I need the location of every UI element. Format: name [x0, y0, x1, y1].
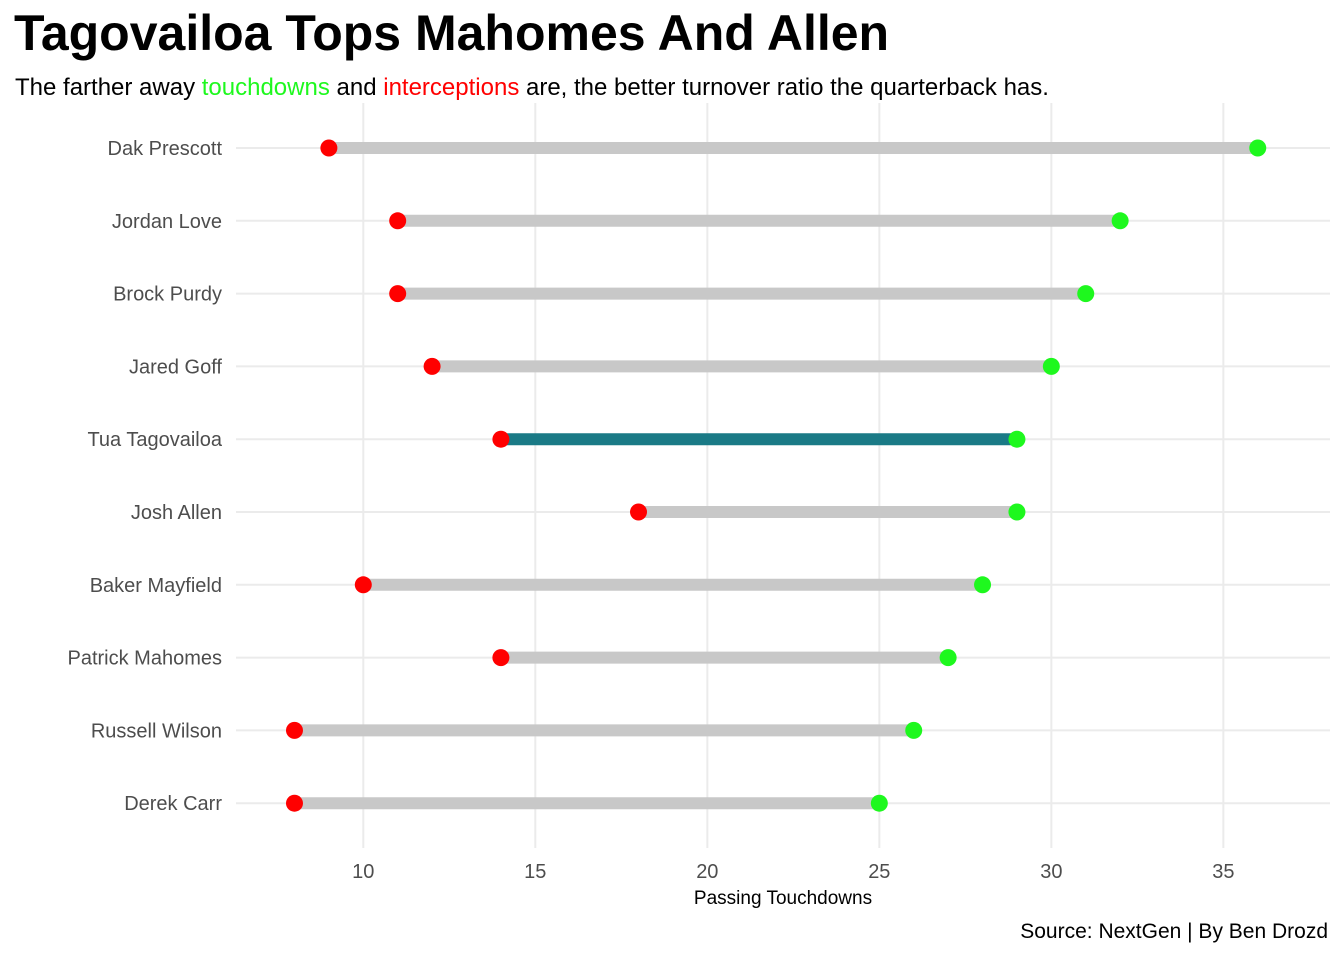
touchdown-point: [1008, 430, 1026, 448]
interception-point: [354, 576, 372, 594]
interception-point: [285, 721, 303, 739]
touchdown-point: [974, 576, 992, 594]
interception-point: [492, 430, 510, 448]
subtitle-part: touchdowns: [201, 74, 330, 101]
x-axis-title: Passing Touchdowns: [694, 888, 872, 909]
interception-point: [630, 503, 648, 521]
y-tick-label: Baker Mayfield: [90, 575, 222, 597]
y-tick-label: Patrick Mahomes: [68, 648, 223, 670]
interception-point: [492, 649, 510, 667]
subtitle-part: interceptions: [383, 74, 520, 101]
interception-point: [423, 357, 441, 375]
touchdown-point: [905, 721, 923, 739]
y-tick-labels: Dak Prescott Jordan Love Brock Purdy Jared …: [68, 138, 223, 815]
touchdown-point: [1008, 503, 1026, 521]
x-tick-label: 10: [352, 861, 374, 883]
interception-point: [320, 139, 338, 157]
y-tick-label: Brock Purdy: [113, 284, 222, 306]
subtitle-part: The farther away: [15, 74, 202, 101]
x-tick-labels: 10 15 20 25 30 35: [352, 861, 1234, 883]
touchdown-point: [1249, 139, 1267, 157]
y-tick-label: Josh Allen: [131, 502, 222, 524]
subtitle-part: and: [329, 74, 384, 101]
x-tick-label: 30: [1040, 861, 1062, 883]
x-tick-label: 35: [1212, 861, 1234, 883]
x-tick-label: 15: [524, 861, 546, 883]
points: [285, 139, 1267, 812]
chart-subtitle: The farther away touchdowns and intercep…: [15, 74, 1049, 102]
y-tick-label: Russell Wilson: [91, 720, 222, 742]
touchdown-point: [1042, 357, 1060, 375]
interception-point: [389, 285, 407, 303]
interception-point: [389, 212, 407, 230]
y-tick-label: Derek Carr: [124, 793, 222, 815]
chart-title: Tagovailoa Tops Mahomes And Allen: [14, 5, 890, 61]
subtitle-part: are, the better turnover ratio the quart…: [519, 74, 1049, 101]
touchdown-point: [1077, 285, 1095, 303]
y-tick-label: Jordan Love: [112, 211, 222, 233]
touchdown-point: [870, 794, 888, 812]
interception-point: [285, 794, 303, 812]
y-tick-label: Jared Goff: [129, 356, 222, 378]
touchdown-point: [1111, 212, 1129, 230]
y-tick-label: Dak Prescott: [108, 138, 223, 160]
source-caption: Source: NextGen | By Ben Drozd: [1020, 920, 1328, 943]
y-tick-label: Tua Tagovailoa: [87, 429, 222, 451]
segments: [294, 142, 1258, 810]
x-tick-label: 20: [696, 861, 718, 883]
touchdown-point: [939, 649, 957, 667]
x-tick-label: 25: [868, 861, 890, 883]
